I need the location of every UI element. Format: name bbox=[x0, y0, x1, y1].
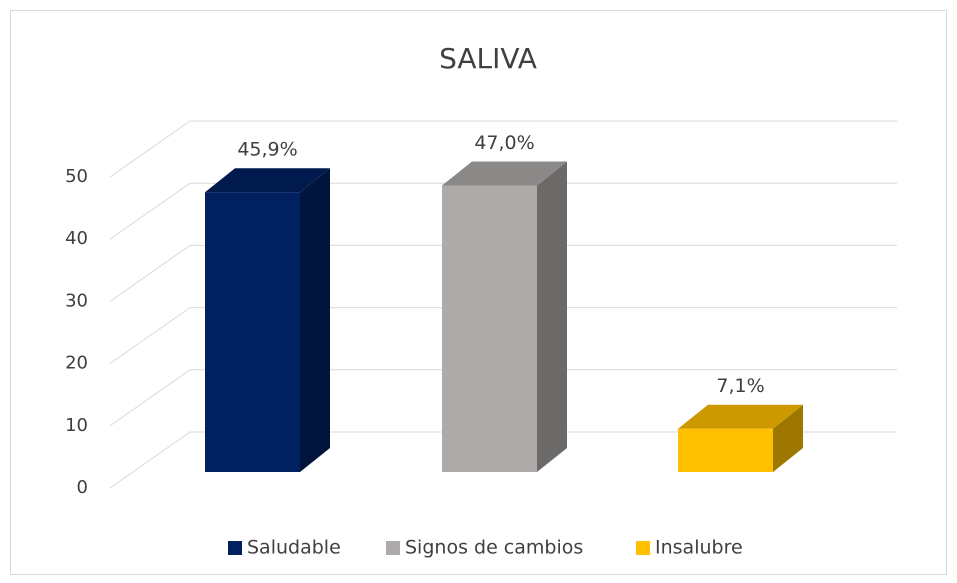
grid-line bbox=[109, 120, 191, 178]
y-tick-label: 50 bbox=[65, 166, 88, 187]
bar bbox=[678, 428, 773, 472]
grid-line bbox=[109, 369, 191, 427]
data-label: 47,0% bbox=[474, 132, 534, 154]
y-tick-label: 20 bbox=[65, 353, 88, 374]
grid-line bbox=[109, 307, 191, 365]
data-label: 45,9% bbox=[237, 139, 297, 161]
legend-swatch bbox=[228, 541, 242, 555]
bar-side bbox=[300, 168, 330, 472]
y-tick-label: 40 bbox=[65, 228, 88, 249]
chart-title: SALIVA bbox=[439, 42, 537, 75]
bar-side bbox=[537, 161, 567, 472]
legend-label: Signos de cambios bbox=[405, 537, 583, 559]
y-tick-label: 10 bbox=[65, 415, 88, 436]
legend-swatch bbox=[636, 541, 650, 555]
legend-label: Insalubre bbox=[655, 537, 743, 559]
bar bbox=[442, 185, 537, 472]
data-label: 7,1% bbox=[716, 375, 764, 397]
bar-top bbox=[442, 161, 567, 186]
grid-line bbox=[109, 182, 191, 240]
legend-swatch bbox=[386, 541, 400, 555]
grid-line bbox=[109, 244, 191, 302]
bar-top bbox=[205, 168, 330, 193]
bar-side bbox=[773, 404, 803, 472]
y-tick-label: 0 bbox=[77, 477, 88, 498]
bar bbox=[205, 192, 300, 472]
bar-top bbox=[678, 404, 803, 429]
grid-line bbox=[109, 431, 191, 489]
legend-label: Saludable bbox=[247, 537, 341, 559]
y-tick-label: 30 bbox=[65, 290, 88, 311]
